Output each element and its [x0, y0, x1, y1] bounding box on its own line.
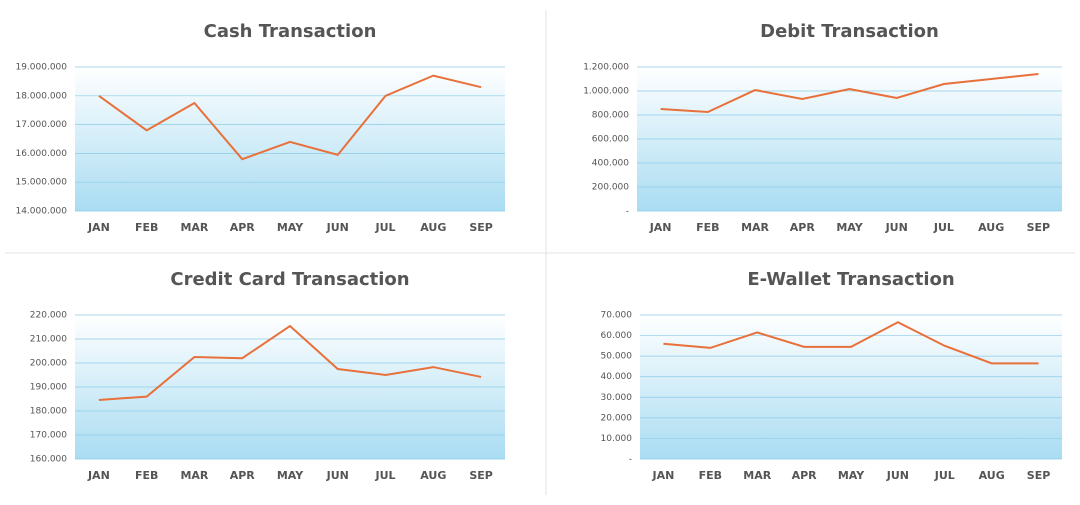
- y-tick-label: -: [629, 455, 632, 465]
- x-tick-label: SEP: [1027, 469, 1051, 482]
- plot-area: [75, 67, 505, 211]
- x-tick-label: FEB: [135, 221, 158, 234]
- y-tick-label: 16.000.000: [15, 149, 67, 159]
- x-tick-label: MAR: [741, 221, 769, 234]
- x-tick-label: JUL: [375, 221, 396, 234]
- x-tick-label: MAY: [838, 469, 865, 482]
- x-tick-label: JUN: [886, 469, 909, 482]
- x-tick-label: JUL: [933, 221, 954, 234]
- y-tick-label: 220.000: [30, 311, 67, 321]
- y-tick-label: 200.000: [30, 359, 67, 369]
- y-tick-label: 400.000: [592, 159, 629, 169]
- x-tick-label: SEP: [1027, 221, 1051, 234]
- y-tick-label: 200.000: [592, 183, 629, 193]
- data-line: [98, 74, 482, 161]
- x-tick-label: APR: [230, 469, 256, 482]
- y-tick-label: 40.000: [601, 372, 633, 382]
- x-tick-label: MAR: [743, 469, 771, 482]
- x-tick-label: APR: [792, 469, 818, 482]
- y-tick-label: 190.000: [30, 383, 67, 393]
- x-tick-label: AUG: [420, 221, 446, 234]
- y-tick-label: 60.000: [601, 331, 633, 341]
- y-tick-label: 1.200.000: [583, 63, 629, 73]
- y-tick-label: 18.000.000: [15, 91, 67, 101]
- x-tick-label: SEP: [469, 469, 493, 482]
- y-tick-label: 180.000: [30, 407, 67, 417]
- chart-title: Debit Transaction: [760, 21, 939, 42]
- x-tick-label: FEB: [699, 469, 722, 482]
- x-tick-label: JAN: [649, 221, 672, 234]
- plot-area: [640, 315, 1062, 459]
- x-tick-label: JAN: [652, 469, 675, 482]
- data-line: [98, 324, 482, 401]
- x-tick-label: JAN: [87, 469, 110, 482]
- data-line: [660, 72, 1039, 114]
- y-tick-label: 30.000: [601, 393, 633, 403]
- y-tick-label: 50.000: [601, 352, 633, 362]
- chart-title: Credit Card Transaction: [170, 269, 409, 290]
- x-tick-label: AUG: [978, 221, 1004, 234]
- y-tick-label: 17.000.000: [15, 120, 67, 130]
- x-tick-label: MAY: [836, 221, 863, 234]
- y-tick-label: 600.000: [592, 135, 629, 145]
- y-tick-label: 20.000: [601, 413, 633, 423]
- y-tick-label: 1.000.000: [583, 87, 629, 97]
- x-tick-label: FEB: [135, 469, 158, 482]
- chart-title: Cash Transaction: [204, 21, 377, 42]
- x-tick-label: AUG: [420, 469, 446, 482]
- y-tick-label: 170.000: [30, 431, 67, 441]
- x-tick-label: JUN: [885, 221, 908, 234]
- x-tick-label: APR: [790, 221, 816, 234]
- x-tick-label: JUN: [326, 469, 349, 482]
- y-tick-label: 14.000.000: [15, 207, 67, 217]
- x-tick-label: JUL: [934, 469, 955, 482]
- x-tick-label: SEP: [469, 221, 493, 234]
- y-tick-label: 210.000: [30, 335, 67, 345]
- x-tick-label: JAN: [87, 221, 110, 234]
- x-tick-label: MAY: [277, 469, 304, 482]
- y-tick-label: 10.000: [601, 434, 633, 444]
- y-tick-label: -: [626, 207, 629, 217]
- y-tick-label: 15.000.000: [15, 178, 67, 188]
- x-tick-label: APR: [230, 221, 256, 234]
- y-tick-label: 800.000: [592, 111, 629, 121]
- x-tick-label: MAR: [180, 221, 208, 234]
- chart-title: E-Wallet Transaction: [747, 269, 954, 290]
- data-line: [663, 321, 1039, 365]
- x-tick-label: JUL: [375, 469, 396, 482]
- x-tick-label: JUN: [326, 221, 349, 234]
- x-tick-label: FEB: [696, 221, 719, 234]
- x-tick-label: AUG: [979, 469, 1005, 482]
- y-tick-label: 70.000: [601, 311, 633, 321]
- y-tick-label: 160.000: [30, 455, 67, 465]
- x-tick-label: MAY: [277, 221, 304, 234]
- x-tick-label: MAR: [180, 469, 208, 482]
- y-tick-label: 19.000.000: [15, 63, 67, 73]
